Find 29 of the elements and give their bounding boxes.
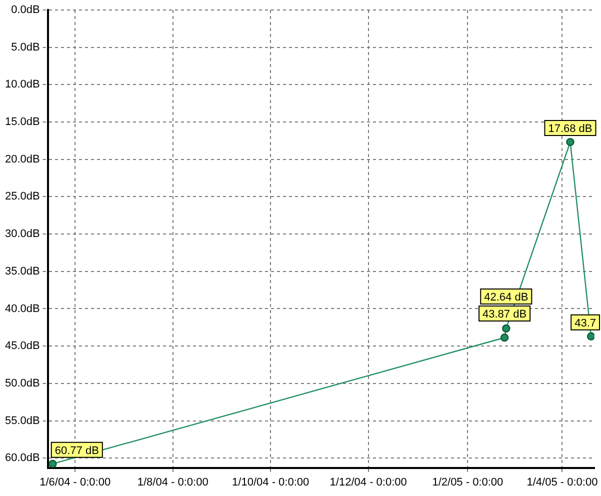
data-label: 17.68 dB [548,123,592,136]
y-tick-label: 5.0dB [11,41,40,54]
point [566,138,574,146]
y-tick-label: 15.0dB [4,116,40,128]
y-tick-label: 60.0dB [4,452,40,464]
point [586,332,594,340]
point [500,334,509,342]
y-tick-label: 30.0dB [4,228,40,240]
y-tick-label: 35.0dB [4,265,40,278]
y-tick-label: 40.0dB [4,302,40,315]
x-tick-label: 1/12/04 - 0:0:00 [330,476,407,488]
y-tick-label: 55.0dB [4,414,40,427]
y-tick-label: 45.0dB [4,340,40,352]
x-tick-label: 1/4/05 - 0:0:00 [526,476,598,488]
x-tick-label: 1/6/04 - 0:0:00 [40,476,111,488]
y-tick-label: 10.0dB [4,78,40,91]
y-tick-label: 25.0dB [4,190,40,203]
x-tick-label: 1/10/04 - 0:0:00 [232,476,310,488]
point [48,460,57,468]
y-tick-label: 0.0dB [11,4,40,16]
y-tick-label: 20.0dB [4,153,40,166]
data-label: 60.77 dB [54,444,99,457]
x-tick-label: 1/8/04 - 0:0:00 [137,476,208,488]
data-label: 43.7 [574,317,596,330]
y-tick-label: 50.0dB [4,377,40,390]
data-label: 42.64 dB [484,291,528,304]
data-label: 43.87 dB [482,308,527,320]
x-tick-label: 1/2/05 - 0:0:00 [432,476,504,488]
point [502,324,510,333]
